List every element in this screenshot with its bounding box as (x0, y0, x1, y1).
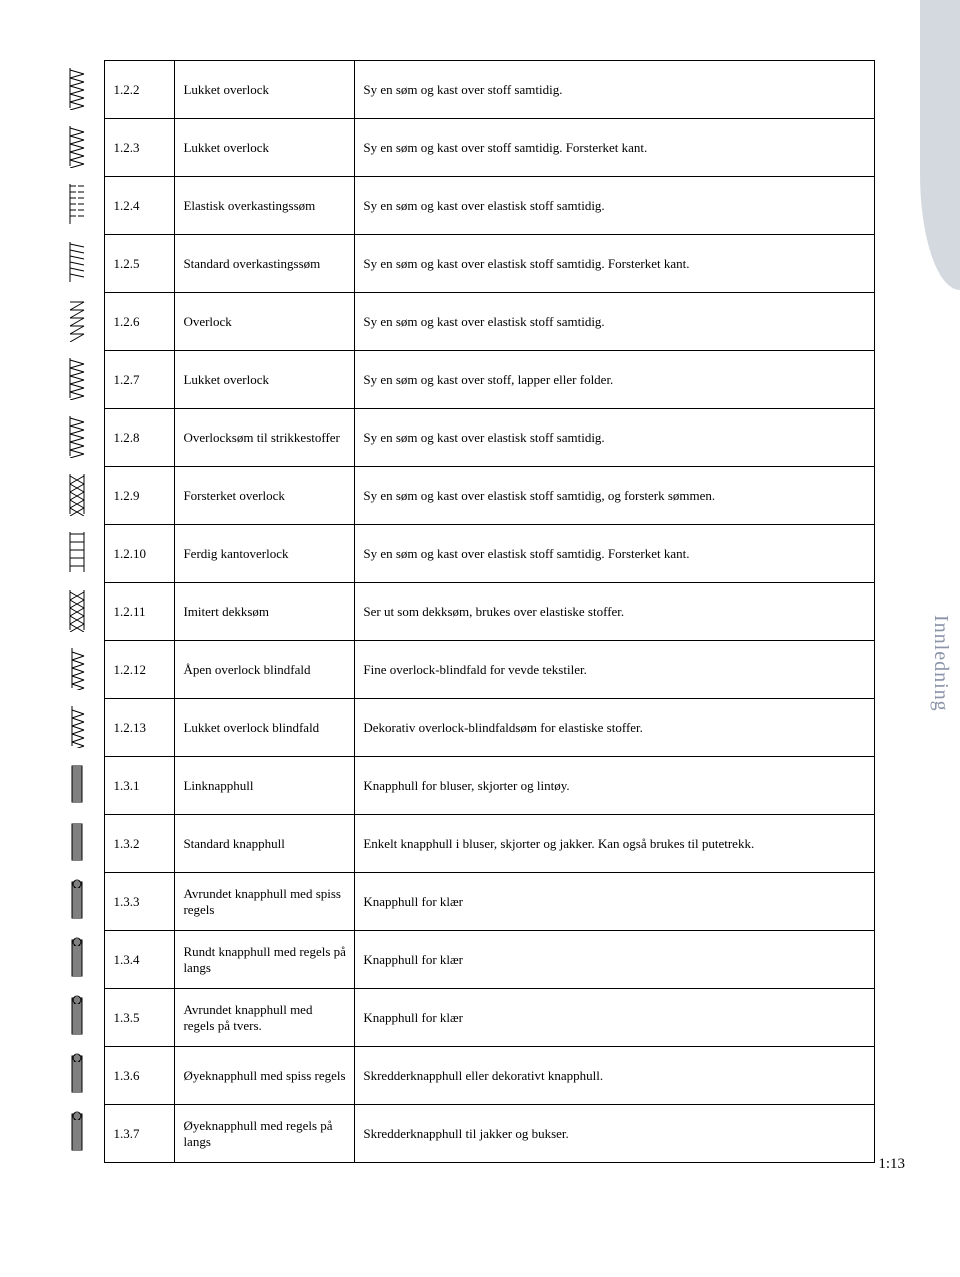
page-number: 1:13 (878, 1156, 905, 1173)
table-row: 1.2.7Lukket overlockSy en søm og kast ov… (55, 351, 875, 409)
stitch-icon-closed-blindhem (55, 699, 105, 757)
stitch-number: 1.3.4 (105, 931, 175, 989)
stitch-name: Åpen overlock blindfald (175, 641, 355, 699)
stitch-name: Overlocksøm til strikkestoffer (175, 409, 355, 467)
stitch-number: 1.2.2 (105, 61, 175, 119)
stitch-description: Skredderknapphull til jakker og bukser. (355, 1105, 875, 1163)
stitch-icon-overlock-reinforced (55, 467, 105, 525)
stitch-description: Ser ut som dekksøm, brukes over elastisk… (355, 583, 875, 641)
stitch-number: 1.3.1 (105, 757, 175, 815)
stitch-icon-open-blindhem (55, 641, 105, 699)
stitch-number: 1.2.13 (105, 699, 175, 757)
stitch-description: Sy en søm og kast over elastisk stoff sa… (355, 177, 875, 235)
stitch-icon-buttonhole-round-point (55, 873, 105, 931)
stitch-icon-edge-overlock (55, 525, 105, 583)
stitch-number: 1.2.5 (105, 235, 175, 293)
table-row: 1.2.13Lukket overlock blindfaldDekorativ… (55, 699, 875, 757)
table-row: 1.2.5Standard overkastingssømSy en søm o… (55, 235, 875, 293)
stitch-number: 1.2.3 (105, 119, 175, 177)
stitch-number: 1.3.3 (105, 873, 175, 931)
stitch-description: Skredderknapphull eller dekorativt knapp… (355, 1047, 875, 1105)
stitch-icon-cover-stitch (55, 583, 105, 641)
table-row: 1.3.6Øyeknapphull med spiss regelsSkredd… (55, 1047, 875, 1105)
stitch-icon-buttonhole-round (55, 931, 105, 989)
table-row: 1.2.10Ferdig kantoverlockSy en søm og ka… (55, 525, 875, 583)
stitch-description: Sy en søm og kast over stoff samtidig. (355, 61, 875, 119)
stitch-description: Fine overlock-blindfald for vevde teksti… (355, 641, 875, 699)
table-row: 1.2.2Lukket overlockSy en søm og kast ov… (55, 61, 875, 119)
stitch-name: Lukket overlock (175, 61, 355, 119)
stitch-description: Sy en søm og kast over elastisk stoff sa… (355, 525, 875, 583)
stitch-icon-keyhole-point (55, 1047, 105, 1105)
stitch-description: Knapphull for bluser, skjorter og lintøy… (355, 757, 875, 815)
stitch-description: Sy en søm og kast over stoff samtidig. F… (355, 119, 875, 177)
table-row: 1.2.3Lukket overlockSy en søm og kast ov… (55, 119, 875, 177)
stitch-description: Sy en søm og kast over elastisk stoff sa… (355, 235, 875, 293)
table-row: 1.2.11Imitert dekksømSer ut som dekksøm,… (55, 583, 875, 641)
stitch-description: Sy en søm og kast over elastisk stoff sa… (355, 293, 875, 351)
stitch-name: Øyeknapphull med spiss regels (175, 1047, 355, 1105)
table-row: 1.3.4Rundt knapphull med regels på langs… (55, 931, 875, 989)
stitch-number: 1.2.12 (105, 641, 175, 699)
stitch-icon-buttonhole-standard (55, 815, 105, 873)
table-row: 1.3.5Avrundet knapphull med regels på tv… (55, 989, 875, 1047)
stitch-name: Imitert dekksøm (175, 583, 355, 641)
stitch-icon-keyhole (55, 1105, 105, 1163)
stitch-number: 1.2.4 (105, 177, 175, 235)
table-row: 1.3.1LinknapphullKnapphull for bluser, s… (55, 757, 875, 815)
stitch-icon-overlock-closed-3 (55, 351, 105, 409)
table-row: 1.2.12Åpen overlock blindfaldFine overlo… (55, 641, 875, 699)
stitch-description: Enkelt knapphull i bluser, skjorter og j… (355, 815, 875, 873)
table-row: 1.2.4Elastisk overkastingssømSy en søm o… (55, 177, 875, 235)
stitch-name: Avrundet knapphull med spiss regels (175, 873, 355, 931)
stitch-icon-buttonhole-round-cross (55, 989, 105, 1047)
stitch-number: 1.3.6 (105, 1047, 175, 1105)
stitch-number: 1.2.9 (105, 467, 175, 525)
stitch-name: Elastisk overkastingssøm (175, 177, 355, 235)
table-row: 1.2.8Overlocksøm til strikkestofferSy en… (55, 409, 875, 467)
stitch-icon-overlock-knit (55, 409, 105, 467)
stitch-description: Sy en søm og kast over stoff, lapper ell… (355, 351, 875, 409)
table-row: 1.3.2Standard knapphullEnkelt knapphull … (55, 815, 875, 873)
stitch-name: Øyeknapphull med regels på langs (175, 1105, 355, 1163)
table-row: 1.3.7Øyeknapphull med regels på langsSkr… (55, 1105, 875, 1163)
stitch-icon-buttonhole-linen (55, 757, 105, 815)
stitch-description: Dekorativ overlock-blindfaldsøm for elas… (355, 699, 875, 757)
stitch-name: Lukket overlock (175, 119, 355, 177)
stitch-table: 1.2.2Lukket overlockSy en søm og kast ov… (55, 60, 875, 1163)
stitch-name: Avrundet knapphull med regels på tvers. (175, 989, 355, 1047)
stitch-icon-elastic-overcast (55, 177, 105, 235)
stitch-icon-standard-overcast (55, 235, 105, 293)
stitch-name: Lukket overlock (175, 351, 355, 409)
stitch-number: 1.3.5 (105, 989, 175, 1047)
stitch-number: 1.2.6 (105, 293, 175, 351)
stitch-name: Linknapphull (175, 757, 355, 815)
stitch-name: Ferdig kantoverlock (175, 525, 355, 583)
stitch-name: Standard overkastingssøm (175, 235, 355, 293)
stitch-icon-overlock-closed-2 (55, 119, 105, 177)
stitch-name: Overlock (175, 293, 355, 351)
stitch-number: 1.3.7 (105, 1105, 175, 1163)
stitch-number: 1.2.8 (105, 409, 175, 467)
stitch-number: 1.3.2 (105, 815, 175, 873)
stitch-description: Knapphull for klær (355, 931, 875, 989)
stitch-icon-overlock (55, 293, 105, 351)
stitch-name: Forsterket overlock (175, 467, 355, 525)
table-row: 1.2.9Forsterket overlockSy en søm og kas… (55, 467, 875, 525)
stitch-name: Lukket overlock blindfald (175, 699, 355, 757)
stitch-number: 1.2.10 (105, 525, 175, 583)
stitch-number: 1.2.11 (105, 583, 175, 641)
stitch-name: Rundt knapphull med regels på langs (175, 931, 355, 989)
page-content: 1.2.2Lukket overlockSy en søm og kast ov… (0, 0, 960, 1193)
stitch-description: Sy en søm og kast over elastisk stoff sa… (355, 409, 875, 467)
stitch-description: Knapphull for klær (355, 989, 875, 1047)
stitch-icon-overlock-closed (55, 61, 105, 119)
stitch-description: Knapphull for klær (355, 873, 875, 931)
stitch-description: Sy en søm og kast over elastisk stoff sa… (355, 467, 875, 525)
table-row: 1.3.3Avrundet knapphull med spiss regels… (55, 873, 875, 931)
stitch-name: Standard knapphull (175, 815, 355, 873)
table-row: 1.2.6OverlockSy en søm og kast over elas… (55, 293, 875, 351)
stitch-number: 1.2.7 (105, 351, 175, 409)
